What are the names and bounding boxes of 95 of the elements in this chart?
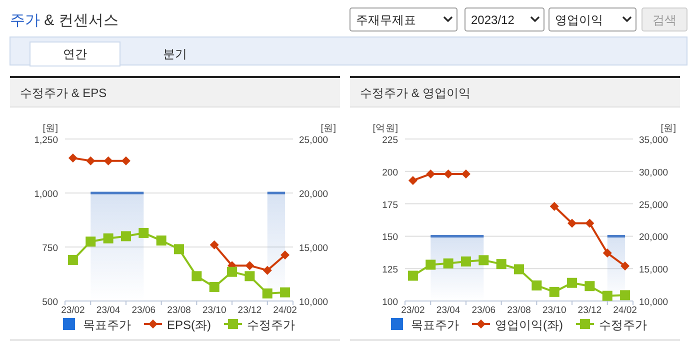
y2-tick-label: 15,000 [639,264,668,276]
y2-tick-label: 10,000 [639,297,668,308]
y-tick-label: 225 [382,135,398,146]
text: 검색 [652,13,676,27]
y2-tick-label: 30,000 [639,167,668,178]
x-tick-label: 23/12 [578,305,602,316]
point [121,156,130,166]
point [227,266,238,277]
y-tick-label: 150 [382,232,398,244]
point [68,154,78,163]
x-tick-label: 24/02 [273,305,297,316]
point [549,286,560,297]
y2-axis-title: [원] [320,123,336,134]
x-tick-label: 24/02 [613,305,637,316]
legend-label: 목표주가 [82,318,131,332]
point [585,218,594,228]
text: 2023/12 [471,13,515,27]
point [86,236,96,247]
y-tick-label: 1,250 [34,135,58,146]
y2-tick-label: 15,000 [299,243,328,254]
point [86,156,96,166]
y-tick-label: 500 [42,297,58,308]
x-tick-label: 23/08 [167,305,191,316]
y-tick-label: 175 [382,200,398,211]
x-tick-label: 23/10 [542,305,566,316]
point [443,258,454,268]
y-tick-label: 125 [382,264,398,276]
y-tick-label: 1,000 [34,189,58,200]
x-tick-label: 23/02 [401,305,425,316]
point [620,290,630,300]
x-tick-label: 23/02 [61,305,85,316]
point [280,287,290,298]
x-tick-label: 23/08 [507,305,531,316]
point [620,262,630,271]
text: 주재무제표 [356,13,416,27]
point [245,261,254,270]
point [496,259,506,270]
point [103,233,114,244]
point [408,176,418,185]
point [209,282,220,292]
y2-tick-label: 25,000 [299,135,328,146]
point [478,255,489,266]
x-tick-label: 23/10 [202,305,226,316]
point [426,260,436,270]
legend-label: 영업이익(좌) [495,318,563,332]
point [602,248,612,258]
chart-title: 수정주가 & 영업이익 [360,86,471,100]
legend-label: EPS(좌) [166,318,212,332]
legend-label: 수정주가 [247,318,296,332]
text: 영업이익 [555,13,603,27]
point [584,281,595,292]
point [244,271,255,282]
legend-label: 수정주가 [599,318,647,332]
text: 연간 [63,47,87,61]
point [408,270,418,281]
chart-title: 수정주가 & EPS [20,86,107,100]
y2-tick-label: 20,000 [299,189,328,200]
x-tick-label: 23/06 [132,305,156,316]
point [460,256,471,266]
x-tick-label: 23/04 [436,305,460,316]
point [68,254,78,265]
point [444,169,453,178]
y2-tick-label: 35,000 [639,135,668,146]
point [280,250,290,260]
x-tick-label: 23/12 [238,305,262,316]
point [120,231,131,242]
point [192,271,202,282]
point [262,266,272,275]
x-tick-label: 23/06 [472,305,496,316]
y2-tick-label: 25,000 [639,200,668,211]
text: 주가 & 컨센서스 [10,12,118,29]
point [426,169,436,178]
y-axis-title: [억원] [372,123,398,134]
legend-label: 목표주가 [411,318,459,332]
y-tick-label: 100 [382,297,398,308]
point [156,236,166,246]
point [138,228,149,238]
point [174,244,184,254]
point [262,288,272,298]
y-tick-label: 750 [42,243,58,254]
y2-tick-label: 20,000 [639,232,668,244]
point [104,156,113,166]
y2-tick-label: 10,000 [299,297,328,308]
y-axis-title: [원] [42,123,58,134]
y2-axis-title: [원] [660,123,676,134]
point [532,280,542,290]
point [514,264,524,274]
text: 분기 [163,47,187,61]
x-tick-label: 23/04 [96,305,120,316]
point [567,278,578,288]
point [210,240,219,250]
point [568,218,577,228]
y-tick-label: 200 [382,167,398,178]
point [602,290,612,301]
point [550,202,559,211]
